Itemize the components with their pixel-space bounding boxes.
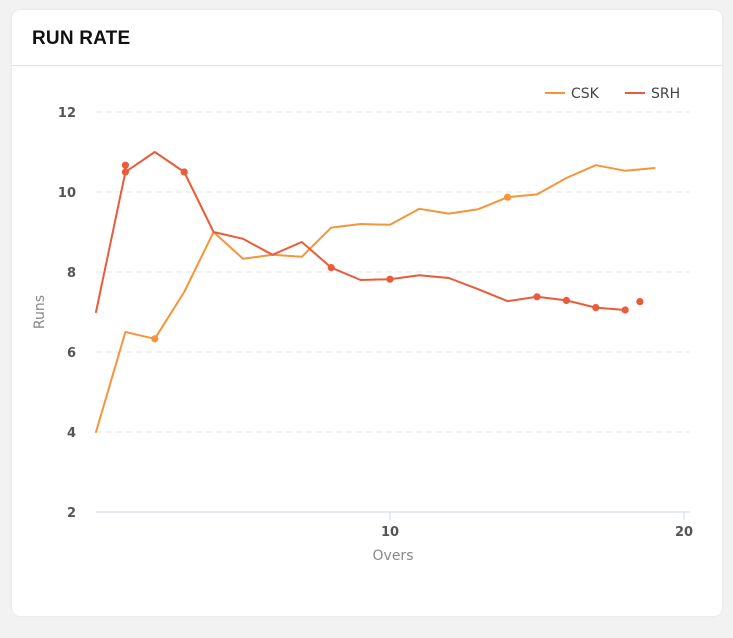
data-point-srh[interactable]	[621, 306, 629, 314]
x-tick-label: 10	[381, 525, 399, 540]
series-line-csk	[95, 164, 656, 433]
series-csk	[95, 164, 656, 433]
y-tick-label: 8	[67, 266, 76, 281]
grid-lines	[96, 111, 690, 433]
legend-label: CSK	[571, 86, 600, 102]
data-point-srh[interactable]	[636, 298, 644, 306]
data-point-srh[interactable]	[327, 264, 335, 272]
axis-ticks: 2 4 6 8 10 12 10 20	[58, 106, 693, 540]
data-point-srh[interactable]	[386, 275, 394, 283]
x-tick-label: 20	[675, 525, 693, 540]
series-layer	[95, 151, 656, 433]
data-point-csk[interactable]	[151, 335, 159, 343]
y-tick-label: 2	[67, 506, 76, 521]
y-tick-label: 10	[58, 186, 76, 201]
run-rate-card: RUN RATE	[12, 10, 722, 616]
y-tick-label: 4	[67, 426, 76, 441]
card-header: RUN RATE	[12, 10, 722, 66]
data-point-srh[interactable]	[121, 168, 129, 176]
x-axis-title: Overs	[373, 548, 414, 564]
data-point-srh[interactable]	[180, 168, 188, 176]
legend-item-srh[interactable]: SRH	[625, 86, 680, 102]
data-point-srh[interactable]	[562, 296, 571, 304]
series-line-srh	[95, 151, 627, 313]
data-point-srh[interactable]	[533, 293, 541, 301]
card-title: RUN RATE	[32, 28, 131, 49]
series-srh	[95, 151, 644, 314]
y-tick-label: 6	[67, 346, 76, 361]
data-point-srh[interactable]	[121, 161, 129, 169]
legend[interactable]: CSK SRH	[545, 86, 680, 102]
data-point-csk[interactable]	[504, 193, 512, 201]
y-axis-title: Runs	[32, 295, 48, 329]
legend-item-csk[interactable]: CSK	[545, 86, 600, 102]
data-point-srh[interactable]	[592, 304, 600, 312]
legend-label: SRH	[651, 86, 680, 102]
y-tick-label: 12	[58, 106, 76, 121]
